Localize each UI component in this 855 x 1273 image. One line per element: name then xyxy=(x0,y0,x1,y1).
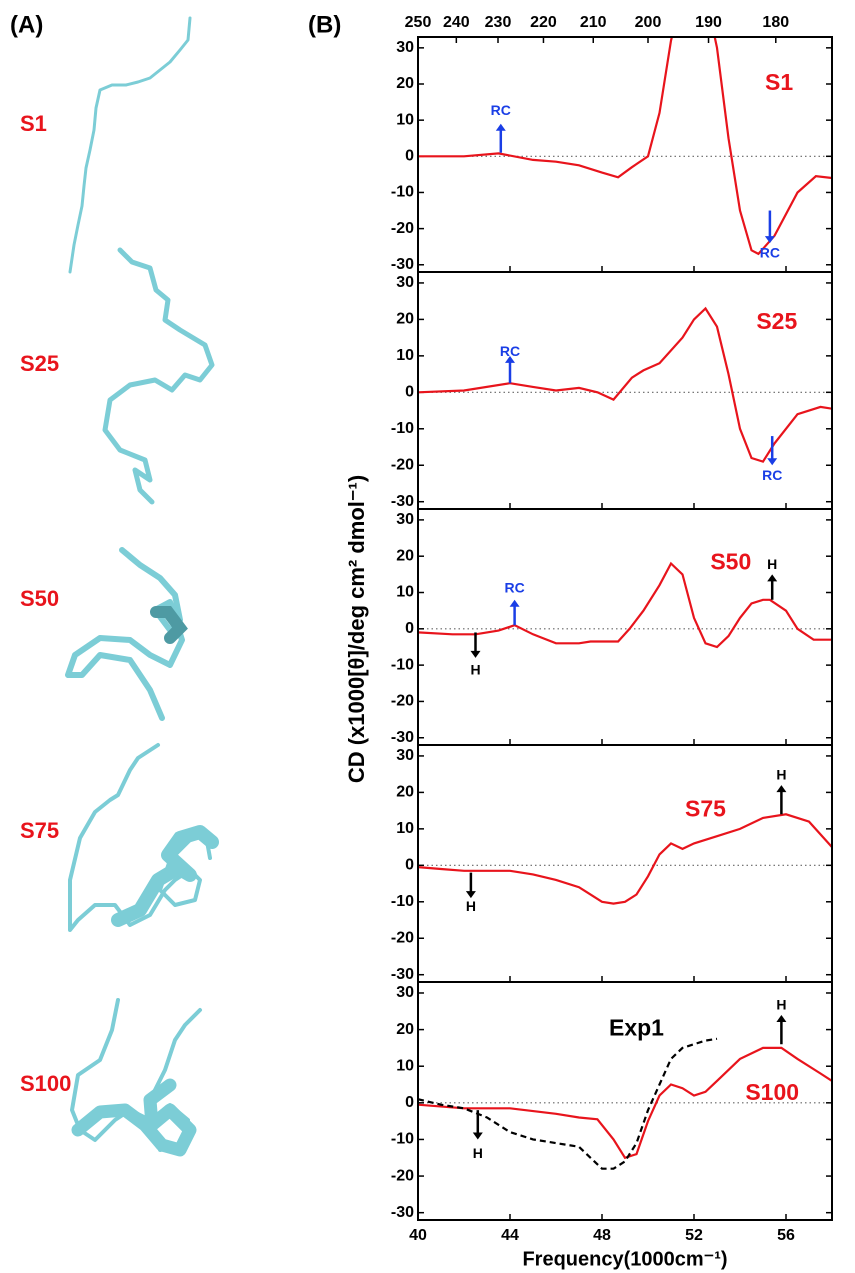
structure-label: S100 xyxy=(20,1071,71,1096)
arrow-head xyxy=(776,1014,787,1022)
y-tick-label: -20 xyxy=(391,456,414,473)
series-label: S100 xyxy=(745,1079,799,1105)
series-label: S25 xyxy=(756,308,797,334)
y-tick-label: -30 xyxy=(391,966,414,983)
arrow-head xyxy=(767,574,778,582)
annotation: H xyxy=(470,661,480,677)
y-tick-label: -10 xyxy=(391,893,414,910)
annotation: H xyxy=(776,997,786,1013)
arrow-head xyxy=(472,1132,483,1140)
y-tick-label: -10 xyxy=(391,656,414,673)
y-tick-label: 10 xyxy=(396,347,414,364)
y-tick-label: 20 xyxy=(396,75,414,92)
series-line xyxy=(418,1037,718,1170)
arrow-head xyxy=(465,891,476,899)
series-line xyxy=(418,306,832,463)
x2-tick-label: 180 xyxy=(762,14,789,31)
x-tick-label: 40 xyxy=(409,1227,427,1244)
arrow-head xyxy=(776,785,787,793)
panel-label: (B) xyxy=(308,11,341,38)
y-tick-label: -20 xyxy=(391,693,414,710)
y-tick-label: 0 xyxy=(405,148,414,165)
structure-label: S50 xyxy=(20,586,59,611)
y-tick-label: 10 xyxy=(396,584,414,601)
annotation: RC xyxy=(760,245,780,261)
structures xyxy=(65,16,219,1157)
y-tick-label: 0 xyxy=(405,620,414,637)
x2-tick-label: 250 xyxy=(405,14,432,31)
arrow-head xyxy=(767,458,778,466)
x2-tick-label: 240 xyxy=(443,14,470,31)
x2-tick-label: 200 xyxy=(635,14,662,31)
y-tick-label: -30 xyxy=(391,493,414,510)
y-tick-label: 20 xyxy=(396,311,414,328)
y-tick-label: 0 xyxy=(405,857,414,874)
y-tick-label: -10 xyxy=(391,184,414,201)
x-axis-label: Frequency(1000cm⁻¹) xyxy=(522,1248,727,1270)
y-tick-label: 20 xyxy=(396,784,414,801)
annotation: H xyxy=(767,556,777,572)
series-line xyxy=(418,37,832,256)
annotation: H xyxy=(466,898,476,914)
annotation: RC xyxy=(491,102,511,118)
y-tick-label: -20 xyxy=(391,929,414,946)
y-tick-label: 10 xyxy=(396,111,414,128)
series-label: Exp1 xyxy=(609,1015,664,1041)
y-tick-label: -30 xyxy=(391,256,414,273)
y-tick-label: -10 xyxy=(391,1131,414,1148)
arrow-head xyxy=(764,236,775,244)
annotation: RC xyxy=(504,580,524,596)
y-tick-label: 0 xyxy=(405,384,414,401)
series-line xyxy=(418,561,832,649)
y-axis-label: CD (x1000[θ]/deg cm² dmol⁻¹) xyxy=(344,475,369,783)
series-label: S75 xyxy=(685,796,726,822)
y-tick-label: -10 xyxy=(391,420,414,437)
x-tick-label: 52 xyxy=(685,1227,703,1244)
annotation: H xyxy=(776,767,786,783)
y-tick-label: -30 xyxy=(391,1204,414,1221)
annotation: RC xyxy=(500,343,520,359)
x-tick-label: 48 xyxy=(593,1227,611,1244)
y-tick-label: 30 xyxy=(396,984,414,1001)
annotation: H xyxy=(473,1145,483,1161)
structure-label: S75 xyxy=(20,818,59,843)
y-tick-label: 10 xyxy=(396,820,414,837)
y-tick-label: 30 xyxy=(396,747,414,764)
panel-label: (A) xyxy=(10,11,43,38)
series-line xyxy=(418,813,832,905)
series-label: S1 xyxy=(765,69,793,95)
arrow-head xyxy=(505,355,515,363)
y-tick-label: 30 xyxy=(396,511,414,528)
x-tick-label: 56 xyxy=(777,1227,795,1244)
x2-tick-label: 220 xyxy=(530,14,557,31)
series-label: S50 xyxy=(710,549,751,575)
y-tick-label: -20 xyxy=(391,1167,414,1184)
y-tick-label: -30 xyxy=(391,729,414,746)
arrow-head xyxy=(509,599,520,607)
plot-frame xyxy=(417,981,833,1221)
plot-frame xyxy=(417,744,833,983)
x2-tick-label: 210 xyxy=(580,14,607,31)
x2-tick-label: 230 xyxy=(485,14,512,31)
y-tick-label: 30 xyxy=(396,39,414,56)
y-tick-label: 20 xyxy=(396,547,414,564)
arrow-head xyxy=(470,650,481,658)
y-tick-label: -20 xyxy=(391,220,414,237)
y-tick-label: 10 xyxy=(396,1057,414,1074)
x-tick-label: 44 xyxy=(501,1227,519,1244)
annotation: RC xyxy=(762,467,782,483)
y-tick-label: 0 xyxy=(405,1094,414,1111)
arrow-head xyxy=(495,123,506,131)
x2-tick-label: 190 xyxy=(695,14,722,31)
y-tick-label: 30 xyxy=(396,274,414,291)
series-line xyxy=(418,1046,832,1160)
plot-frame xyxy=(417,508,833,746)
structure-label: S1 xyxy=(20,111,47,136)
y-tick-label: 20 xyxy=(396,1021,414,1038)
structure-label: S25 xyxy=(20,351,59,376)
